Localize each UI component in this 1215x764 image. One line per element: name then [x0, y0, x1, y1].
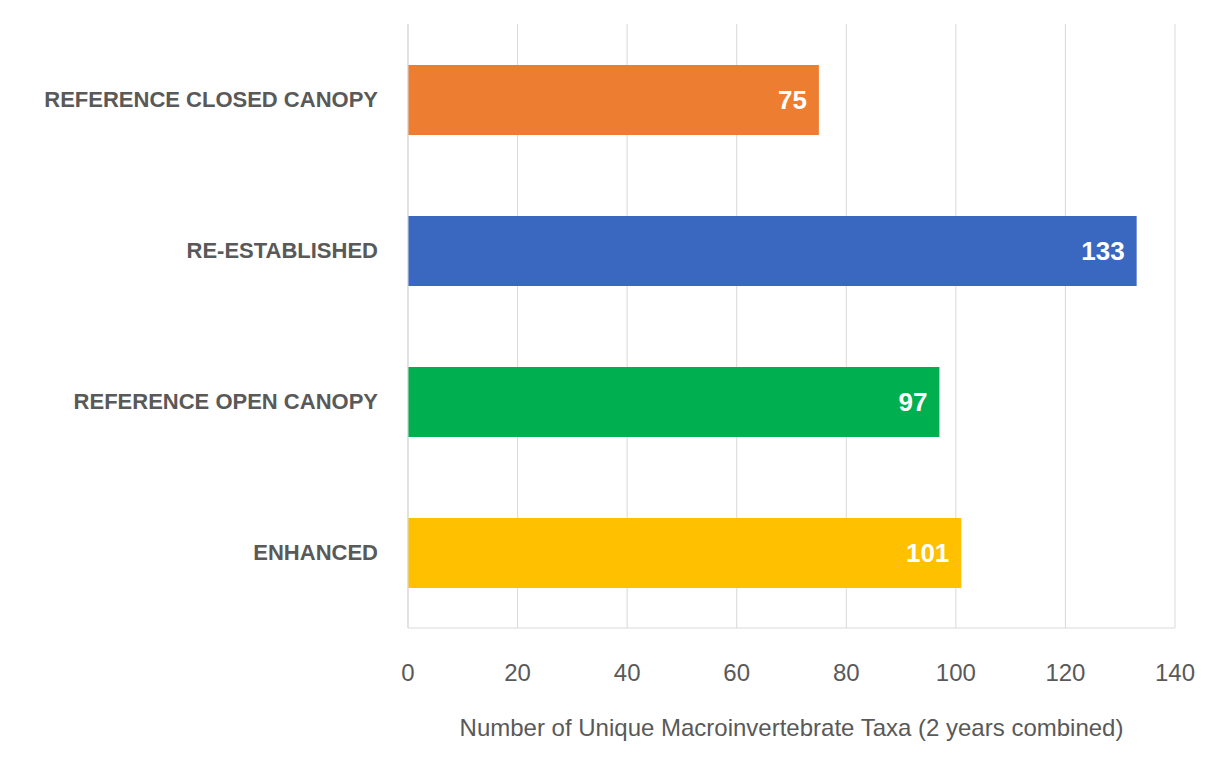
svg-text:101: 101: [906, 538, 949, 568]
svg-text:ENHANCED: ENHANCED: [253, 540, 378, 565]
svg-text:RE-ESTABLISHED: RE-ESTABLISHED: [187, 238, 379, 263]
svg-text:20: 20: [504, 659, 531, 686]
svg-text:40: 40: [614, 659, 641, 686]
svg-text:100: 100: [936, 659, 976, 686]
svg-text:140: 140: [1155, 659, 1195, 686]
svg-text:133: 133: [1081, 236, 1124, 266]
svg-text:Number of Unique Macroinverteb: Number of Unique Macroinvertebrate Taxa …: [460, 714, 1124, 741]
svg-text:REFERENCE OPEN CANOPY: REFERENCE OPEN CANOPY: [74, 389, 379, 414]
svg-text:REFERENCE CLOSED CANOPY: REFERENCE CLOSED CANOPY: [44, 87, 378, 112]
svg-text:0: 0: [401, 659, 414, 686]
svg-text:97: 97: [898, 387, 927, 417]
svg-text:60: 60: [723, 659, 750, 686]
svg-text:75: 75: [778, 85, 807, 115]
svg-text:120: 120: [1045, 659, 1085, 686]
svg-text:80: 80: [833, 659, 860, 686]
